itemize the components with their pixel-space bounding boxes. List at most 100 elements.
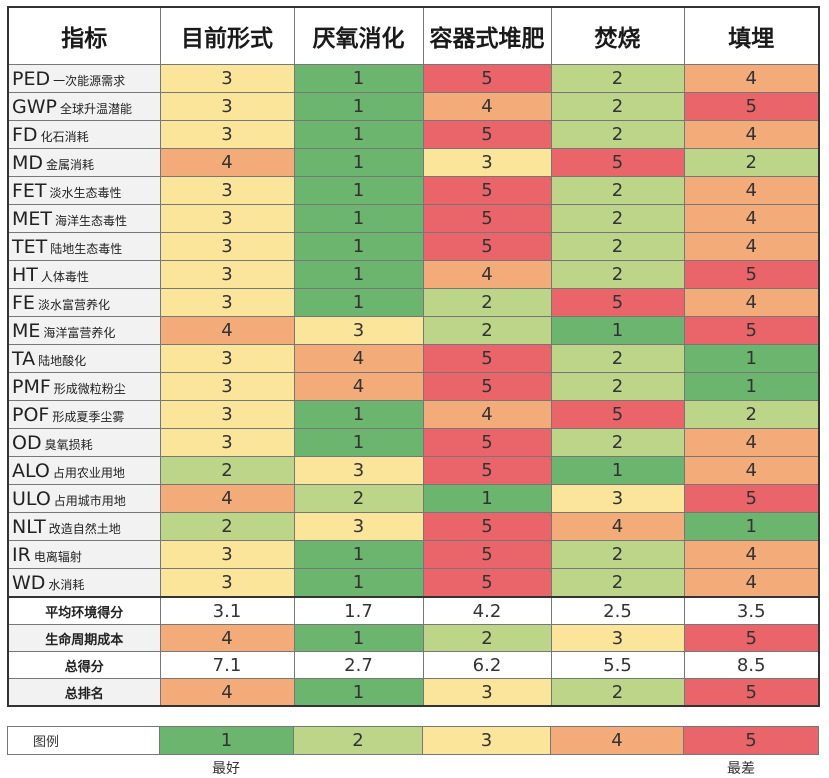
indicator-abbr: GWP: [12, 95, 57, 118]
summary-cell: 5: [683, 624, 820, 652]
summary-cell: 7.1: [159, 651, 295, 679]
score-cell: 4: [293, 344, 424, 373]
score-cell: 4: [683, 428, 820, 457]
table-row: FET 淡水生态毒性 3 1 5 2 4: [7, 176, 820, 205]
score-cell: 3: [293, 512, 424, 541]
summary-label: 总得分: [7, 651, 161, 679]
score-cell: 1: [683, 372, 820, 401]
indicator-abbr: TA: [12, 347, 36, 370]
header-incineration: 焚烧: [550, 6, 685, 65]
table-row: MD 金属消耗 4 1 3 5 2: [7, 148, 820, 177]
indicator-name: 占用城市用地: [53, 493, 126, 508]
score-cell: 2: [550, 344, 685, 373]
legend-swatch-5: 5: [683, 726, 819, 755]
table-row: POF 形成夏季尘雾 3 1 4 5 2: [7, 400, 820, 429]
score-cell: 5: [422, 344, 552, 373]
indicator-abbr: MD: [12, 151, 44, 174]
score-cell: 3: [159, 400, 295, 429]
score-cell: 3: [550, 484, 685, 513]
summary-cell: 4: [159, 678, 295, 707]
header-anaerobic-digestion: 厌氧消化: [293, 6, 424, 65]
table-row: ULO 占用城市用地 4 2 1 3 5: [7, 484, 820, 513]
table-row: PMF 形成微粒粉尘 3 4 5 2 1: [7, 372, 820, 401]
score-cell: 4: [683, 176, 820, 205]
score-cell: 4: [550, 512, 685, 541]
indicator-name: 全球升温潜能: [59, 101, 132, 116]
score-cell: 1: [293, 120, 424, 149]
score-cell: 1: [293, 428, 424, 457]
score-cell: 3: [159, 288, 295, 317]
score-cell: 2: [550, 540, 685, 569]
legend: 图例 1 2 3 4 5: [7, 726, 819, 755]
indicator-name: 人体毒性: [40, 269, 89, 284]
legend-worst-label: 最差: [727, 761, 755, 777]
score-cell: 4: [293, 372, 424, 401]
score-cell: 3: [159, 344, 295, 373]
indicator-label: GWP 全球升温潜能: [7, 92, 161, 121]
header-row: 指标 目前形式 厌氧消化 容器式堆肥 焚烧 填埋: [7, 6, 820, 65]
table-row: FE 淡水富营养化 3 1 2 5 4: [7, 288, 820, 317]
score-cell: 5: [422, 120, 552, 149]
table-row: OD 臭氧损耗 3 1 5 2 4: [7, 428, 820, 457]
score-cell: 1: [293, 288, 424, 317]
indicator-name: 占用农业用地: [52, 465, 125, 480]
score-cell: 3: [159, 372, 295, 401]
legend-title: 图例: [7, 726, 160, 755]
summary-cell: 3: [550, 624, 685, 652]
legend-swatch-4: 4: [550, 726, 684, 755]
table-row: WD 水消耗 3 1 5 2 4: [7, 568, 820, 598]
score-cell: 1: [293, 400, 424, 429]
score-cell: 2: [422, 316, 552, 345]
indicator-abbr: WD: [12, 571, 46, 594]
summary-cell: 5.5: [550, 651, 685, 679]
indicator-name: 电离辐射: [33, 549, 82, 564]
legend-swatch-3: 3: [422, 726, 551, 755]
score-cell: 5: [422, 568, 552, 598]
assessment-table: 指标 目前形式 厌氧消化 容器式堆肥 焚烧 填埋 PED 一次能源需求 3 1 5 2 4 G…: [7, 6, 820, 707]
summary-cell: 4: [159, 624, 295, 652]
score-cell: 2: [550, 64, 685, 93]
score-cell: 2: [550, 372, 685, 401]
indicator-abbr: NLT: [12, 515, 46, 538]
score-cell: 3: [159, 176, 295, 205]
indicator-label: TA 陆地酸化: [7, 344, 161, 373]
indicator-label: WD 水消耗: [7, 568, 161, 598]
legend-best-label: 最好: [212, 761, 240, 777]
indicator-name: 海洋生态毒性: [55, 213, 128, 228]
score-cell: 3: [293, 456, 424, 485]
score-cell: 1: [293, 232, 424, 261]
summary-label: 生命周期成本: [7, 624, 161, 652]
score-cell: 2: [159, 456, 295, 485]
score-cell: 3: [159, 428, 295, 457]
score-cell: 5: [422, 372, 552, 401]
indicator-label: TET 陆地生态毒性: [7, 232, 161, 261]
indicator-label: NLT 改造自然土地: [7, 512, 161, 541]
indicator-name: 形成夏季尘雾: [52, 409, 125, 424]
score-cell: 5: [422, 540, 552, 569]
score-cell: 5: [683, 260, 820, 289]
score-cell: 1: [550, 316, 685, 345]
legend-row: 图例 1 2 3 4 5: [7, 726, 819, 755]
table-row: GWP 全球升温潜能 3 1 4 2 5: [7, 92, 820, 121]
indicator-label: HT 人体毒性: [7, 260, 161, 289]
indicator-label: IR 电离辐射: [7, 540, 161, 569]
score-cell: 1: [293, 568, 424, 598]
score-cell: 5: [550, 148, 685, 177]
table-row: NLT 改造自然土地 2 3 5 4 1: [7, 512, 820, 541]
score-cell: 4: [683, 568, 820, 598]
score-cell: 1: [683, 344, 820, 373]
score-cell: 4: [683, 540, 820, 569]
score-cell: 1: [422, 484, 552, 513]
score-cell: 5: [422, 512, 552, 541]
summary-cell: 6.2: [422, 651, 552, 679]
indicator-name: 水消耗: [48, 577, 85, 592]
indicator-abbr: TET: [12, 235, 48, 258]
indicator-abbr: PED: [12, 67, 51, 90]
indicator-label: ME 海洋富营养化: [7, 316, 161, 345]
score-cell: 2: [159, 512, 295, 541]
summary-cell: 3.1: [159, 596, 295, 625]
summary-label: 总排名: [7, 678, 161, 707]
indicator-label: FET 淡水生态毒性: [7, 176, 161, 205]
header-in-vessel-composting: 容器式堆肥: [422, 6, 552, 65]
score-cell: 5: [683, 316, 820, 345]
